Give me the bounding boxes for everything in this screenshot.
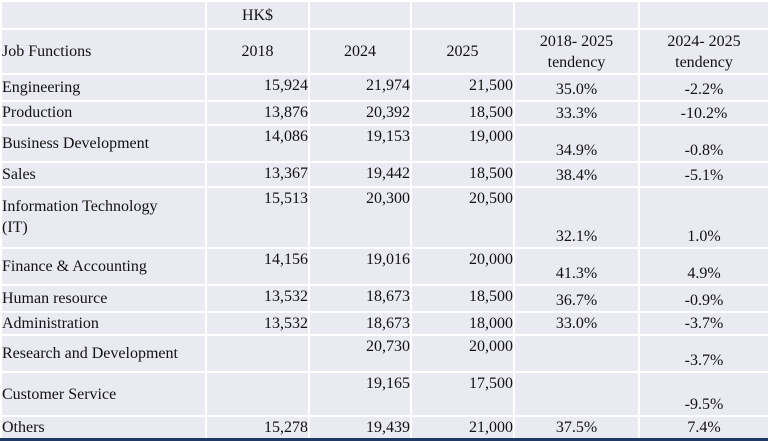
tendency-cell: -3.7% [638, 334, 768, 374]
column-header-2024: 2024 [308, 28, 412, 76]
tendency-cell [513, 334, 640, 374]
tendency-cell: -2.2% [638, 73, 768, 102]
column-header-row: Job Functions 2018 2024 2025 2018- 2025 … [0, 28, 768, 76]
tendency-cell: 4.9% [638, 246, 768, 286]
row-label: Sales [0, 161, 207, 189]
value-cell: 19,153 [308, 123, 412, 164]
value-cell: 20,000 [410, 334, 515, 374]
value-cell: 20,000 [410, 246, 515, 286]
value-cell: 20,730 [308, 334, 412, 374]
value-cell: 18,500 [410, 99, 515, 126]
value-cell: 21,500 [410, 73, 515, 102]
tendency-cell: 34.9% [513, 123, 640, 164]
empty-cell [410, 0, 515, 31]
value-cell: 13,532 [205, 311, 310, 337]
tendency-cell: 32.1% [513, 186, 640, 249]
row-label: Human resource [0, 283, 207, 314]
tendency-cell: 1.0% [638, 186, 768, 249]
value-cell: 20,392 [308, 99, 412, 126]
tendency-cell: -10.2% [638, 99, 768, 126]
table-row: Sales 13,367 19,442 18,500 38.4% -5.1% [0, 161, 768, 189]
value-cell: 15,924 [205, 73, 310, 102]
table-row: Business Development 14,086 19,153 19,00… [0, 123, 768, 164]
value-cell: 21,000 [410, 414, 515, 441]
row-label: Production [0, 99, 207, 126]
tendency-cell: 37.5% [513, 414, 640, 441]
value-cell: 19,165 [308, 371, 412, 417]
tendency-cell: -5.1% [638, 161, 768, 189]
table-row: Administration 13,532 18,673 18,000 33.0… [0, 311, 768, 337]
tendency-cell: -0.9% [638, 283, 768, 314]
value-cell: 18,000 [410, 311, 515, 337]
row-label: Administration [0, 311, 207, 337]
table-row: Research and Development 20,730 20,000 -… [0, 334, 768, 374]
tendency-cell: 33.0% [513, 311, 640, 337]
tendency-cell: 38.4% [513, 161, 640, 189]
column-header-2018: 2018 [205, 28, 310, 76]
value-cell: 14,156 [205, 246, 310, 286]
tendency-cell: 7.4% [638, 414, 768, 441]
value-cell: 21,974 [308, 73, 412, 102]
value-cell: 18,500 [410, 161, 515, 189]
value-cell: 18,500 [410, 283, 515, 314]
tendency-cell: -3.7% [638, 311, 768, 337]
row-label: Finance & Accounting [0, 246, 207, 286]
row-label: Research and Development [0, 334, 207, 374]
table-row: Customer Service 19,165 17,500 -9.5% [0, 371, 768, 417]
value-cell: 17,500 [410, 371, 515, 417]
table-row: Engineering 15,924 21,974 21,500 35.0% -… [0, 73, 768, 102]
table-row: Production 13,876 20,392 18,500 33.3% -1… [0, 99, 768, 126]
value-cell: 14,086 [205, 123, 310, 164]
value-cell: 19,000 [410, 123, 515, 164]
value-cell: 19,016 [308, 246, 412, 286]
tendency-cell: -9.5% [638, 371, 768, 417]
empty-cell [638, 0, 768, 31]
value-cell: 13,532 [205, 283, 310, 314]
value-cell: 15,278 [205, 414, 310, 441]
value-cell: 20,500 [410, 186, 515, 249]
value-cell: 18,673 [308, 311, 412, 337]
unit-header-row: HK$ [0, 0, 768, 31]
table-row: Information Technology (IT) 15,513 20,30… [0, 186, 768, 249]
column-header-2018-2025-tendency: 2018- 2025 tendency [513, 28, 640, 76]
empty-cell [308, 0, 412, 31]
value-cell: 19,442 [308, 161, 412, 189]
tendency-cell [513, 371, 640, 417]
row-label: Information Technology (IT) [0, 186, 207, 249]
value-cell: 20,300 [308, 186, 412, 249]
value-cell [205, 334, 310, 374]
value-cell [205, 371, 310, 417]
value-cell: 13,876 [205, 99, 310, 126]
table-row: Others 15,278 19,439 21,000 37.5% 7.4% [0, 414, 768, 441]
row-label: Customer Service [0, 371, 207, 417]
tendency-cell: -0.8% [638, 123, 768, 164]
tendency-cell: 36.7% [513, 283, 640, 314]
table-row: Finance & Accounting 14,156 19,016 20,00… [0, 246, 768, 286]
column-header-2025: 2025 [410, 28, 515, 76]
tendency-cell: 35.0% [513, 73, 640, 102]
empty-cell [0, 0, 207, 31]
value-cell: 19,439 [308, 414, 412, 441]
column-header-job-functions: Job Functions [0, 28, 207, 76]
tendency-cell: 41.3% [513, 246, 640, 286]
empty-cell [513, 0, 640, 31]
row-label: Business Development [0, 123, 207, 164]
unit-label-cell: HK$ [205, 0, 310, 31]
value-cell: 18,673 [308, 283, 412, 314]
value-cell: 15,513 [205, 186, 310, 249]
tendency-cell: 33.3% [513, 99, 640, 126]
row-label: Others [0, 414, 207, 441]
value-cell: 13,367 [205, 161, 310, 189]
row-label: Engineering [0, 73, 207, 102]
column-header-2024-2025-tendency: 2024- 2025 tendency [638, 28, 768, 76]
table-row: Human resource 13,532 18,673 18,500 36.7… [0, 283, 768, 314]
